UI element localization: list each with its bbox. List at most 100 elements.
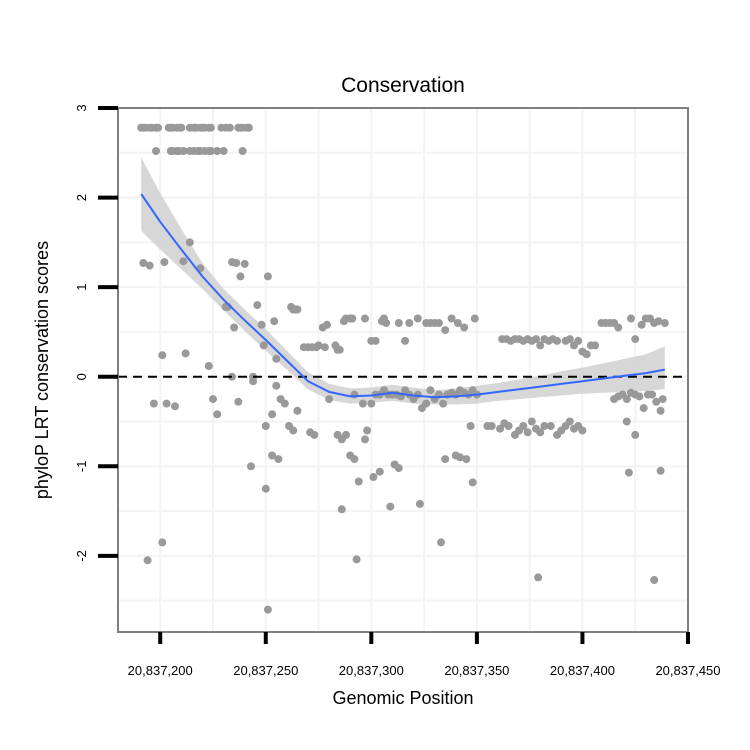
data-point — [487, 422, 496, 430]
y-tick-label: 2 — [74, 194, 89, 201]
data-point — [236, 272, 245, 281]
data-point — [660, 319, 669, 327]
data-point — [171, 402, 179, 411]
data-point — [354, 477, 363, 486]
confidence-ribbon-layer — [141, 157, 665, 405]
data-point — [656, 406, 665, 415]
data-point — [519, 422, 528, 430]
data-point — [261, 422, 270, 430]
data-point — [553, 336, 562, 345]
data-point — [401, 336, 410, 345]
data-point — [143, 556, 152, 565]
y-tick-label: 1 — [74, 283, 89, 290]
data-point — [213, 410, 222, 419]
data-point — [185, 238, 194, 247]
data-point — [268, 451, 277, 460]
data-point — [639, 404, 648, 413]
data-point — [152, 147, 160, 155]
data-point — [441, 455, 450, 464]
data-point — [624, 468, 633, 477]
data-point — [496, 424, 505, 433]
smooth-line-layer — [140, 193, 665, 399]
data-point — [631, 430, 640, 439]
x-tick-label: 20,837,200 — [128, 663, 193, 678]
data-point — [622, 417, 631, 426]
data-point — [244, 123, 253, 132]
data-point — [565, 417, 574, 426]
data-point — [540, 422, 549, 430]
data-point — [293, 406, 302, 415]
data-point — [434, 319, 443, 327]
data-point — [363, 426, 372, 435]
data-point — [631, 335, 640, 344]
data-point — [456, 453, 464, 462]
data-point — [504, 422, 513, 430]
data-point — [289, 426, 298, 435]
data-point — [263, 605, 272, 614]
data-point — [263, 272, 272, 281]
data-point — [253, 301, 262, 310]
data-point — [405, 319, 414, 327]
data-point — [413, 390, 422, 399]
data-point — [206, 147, 215, 155]
data-point — [320, 343, 329, 352]
data-point — [158, 351, 167, 360]
data-point — [358, 399, 367, 408]
y-axis-label: phyloP LRT conservation scores — [32, 241, 52, 499]
data-point — [386, 502, 395, 511]
data-point — [614, 323, 623, 332]
data-point — [261, 484, 270, 493]
data-point — [466, 422, 475, 430]
y-tick-label: 3 — [74, 104, 89, 111]
data-point — [249, 377, 258, 386]
data-point — [369, 473, 378, 481]
data-point — [656, 466, 665, 475]
y-tick-label: 0 — [74, 373, 89, 380]
data-point — [179, 147, 188, 155]
chart-title: Conservation — [341, 74, 465, 97]
x-axis-label: Genomic Position — [332, 688, 473, 708]
data-point — [622, 395, 631, 404]
data-point — [268, 410, 277, 419]
data-point — [415, 499, 424, 508]
data-point — [206, 123, 215, 132]
data-point — [394, 319, 403, 327]
data-point — [325, 395, 334, 404]
x-tick-label: 20,837,450 — [655, 663, 720, 678]
data-point — [225, 123, 234, 132]
data-point — [145, 261, 154, 270]
data-point — [447, 314, 456, 323]
data-point — [348, 314, 357, 323]
data-point — [204, 362, 213, 370]
data-point — [422, 399, 431, 408]
data-point — [272, 381, 281, 390]
data-point — [462, 455, 471, 464]
data-point — [257, 320, 266, 329]
data-point — [314, 341, 323, 350]
data-point — [627, 314, 635, 323]
data-point — [162, 399, 171, 408]
data-point — [536, 428, 545, 437]
data-point — [574, 336, 583, 345]
data-point — [310, 430, 319, 439]
data-point — [441, 326, 450, 335]
data-point — [654, 317, 663, 326]
data-point — [177, 123, 186, 132]
data-point — [382, 319, 391, 327]
data-point — [453, 319, 462, 327]
data-point — [367, 399, 376, 408]
data-point — [232, 259, 241, 267]
data-point — [648, 390, 657, 399]
data-point — [536, 341, 545, 350]
data-point — [160, 258, 169, 267]
data-point — [350, 390, 359, 399]
data-point — [240, 259, 249, 268]
data-point — [546, 422, 555, 430]
data-point — [274, 455, 283, 464]
data-point — [154, 123, 163, 132]
data-point — [532, 335, 540, 344]
data-point — [270, 317, 279, 326]
data-point — [658, 395, 667, 404]
grid-lines — [118, 108, 688, 632]
